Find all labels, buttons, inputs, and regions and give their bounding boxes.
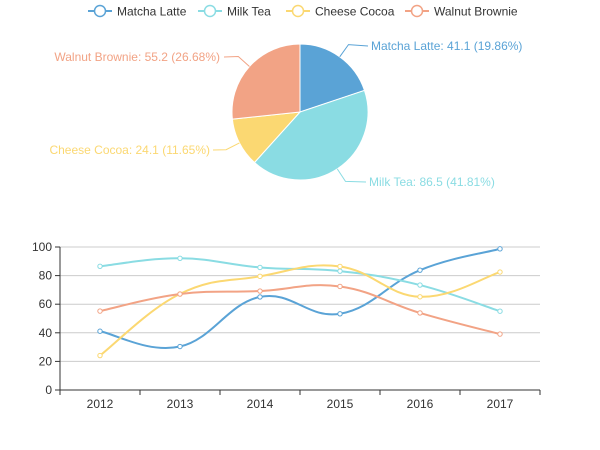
line-chart: 0 20 40 60 80 100 2012 2013 2014 2015 2016 2017 xyxy=(32,240,541,411)
data-point-walnut-brownie[interactable] xyxy=(417,310,423,316)
series-line-walnut-brownie[interactable] xyxy=(99,284,501,336)
y-tick-label: 20 xyxy=(39,354,53,368)
pie-slice-matcha-latte[interactable] xyxy=(299,43,366,113)
x-tick-label: 2017 xyxy=(487,397,514,411)
legend-item[interactable]: Matcha Latte xyxy=(88,5,187,19)
legend-item[interactable]: Milk Tea xyxy=(198,5,271,19)
data-point-walnut-brownie[interactable] xyxy=(177,291,183,297)
data-point-milk-tea[interactable] xyxy=(257,264,263,271)
pie-slice-label: Walnut Brownie: 55.2 (26.68%) xyxy=(54,50,220,64)
y-tick-label: 40 xyxy=(39,326,53,340)
legend-label: Milk Tea xyxy=(227,5,271,19)
y-tick-label: 60 xyxy=(39,297,53,311)
legend-marker-circle xyxy=(203,4,217,18)
data-point-milk-tea[interactable] xyxy=(97,263,103,270)
pie-label-line xyxy=(223,55,250,67)
data-point-walnut-brownie[interactable] xyxy=(97,308,103,314)
data-point-milk-tea[interactable] xyxy=(177,255,183,261)
data-point-matcha-latte[interactable] xyxy=(417,267,423,273)
x-tick-label: 2015 xyxy=(327,397,354,411)
data-point-cheese-cocoa[interactable] xyxy=(497,269,503,275)
pie-chart: Matcha Latte: 41.1 (19.86%) Milk Tea: 86.… xyxy=(49,39,522,189)
pie-label-line xyxy=(336,168,367,183)
y-tick-label: 0 xyxy=(45,383,52,397)
pie-slice-label: Cheese Cocoa: 24.1 (11.65%) xyxy=(49,143,210,157)
data-point-walnut-brownie[interactable] xyxy=(257,288,263,294)
data-point-matcha-latte[interactable] xyxy=(177,343,183,350)
data-point-milk-tea[interactable] xyxy=(497,308,503,314)
legend-label: Walnut Brownie xyxy=(434,5,518,19)
data-point-walnut-brownie[interactable] xyxy=(337,283,343,290)
data-point-cheese-cocoa[interactable] xyxy=(337,263,343,270)
pie-label-line xyxy=(212,142,240,151)
data-point-matcha-latte[interactable] xyxy=(497,246,503,252)
data-point-matcha-latte[interactable] xyxy=(97,328,103,334)
legend-marker-circle xyxy=(410,4,424,18)
x-tick-label: 2014 xyxy=(247,397,274,411)
data-point-cheese-cocoa[interactable] xyxy=(97,352,103,359)
legend-label: Cheese Cocoa xyxy=(315,5,395,19)
series-line-milk-tea[interactable] xyxy=(99,257,501,313)
x-tick-label: 2016 xyxy=(407,397,434,411)
y-tick-label: 80 xyxy=(39,269,53,283)
data-point-matcha-latte[interactable] xyxy=(337,311,343,317)
legend[interactable]: Matcha Latte Milk Tea Cheese Cocoa Walnut B… xyxy=(88,5,518,19)
series-line-cheese-cocoa[interactable] xyxy=(99,264,501,357)
legend-marker-circle xyxy=(93,4,107,18)
data-point-cheese-cocoa[interactable] xyxy=(417,294,423,300)
series-line-matcha-latte[interactable] xyxy=(99,247,501,349)
data-point-milk-tea[interactable] xyxy=(337,268,343,274)
pie-slice-label: Matcha Latte: 41.1 (19.86%) xyxy=(371,39,522,53)
data-point-matcha-latte[interactable] xyxy=(257,294,263,300)
data-point-milk-tea[interactable] xyxy=(417,282,423,288)
legend-label: Matcha Latte xyxy=(117,5,187,19)
pie-slice-walnut-brownie[interactable] xyxy=(231,43,301,120)
legend-marker-circle xyxy=(291,4,305,18)
data-point-cheese-cocoa[interactable] xyxy=(257,273,263,280)
data-point-walnut-brownie[interactable] xyxy=(497,331,503,337)
legend-item[interactable]: Walnut Brownie xyxy=(405,5,518,19)
legend-item[interactable]: Cheese Cocoa xyxy=(286,5,395,19)
x-tick-label: 2013 xyxy=(167,397,194,411)
pie-slice-label: Milk Tea: 86.5 (41.81%) xyxy=(369,175,495,189)
y-tick-label: 100 xyxy=(32,240,52,254)
pie-label-line xyxy=(339,44,369,58)
x-tick-label: 2012 xyxy=(87,397,114,411)
